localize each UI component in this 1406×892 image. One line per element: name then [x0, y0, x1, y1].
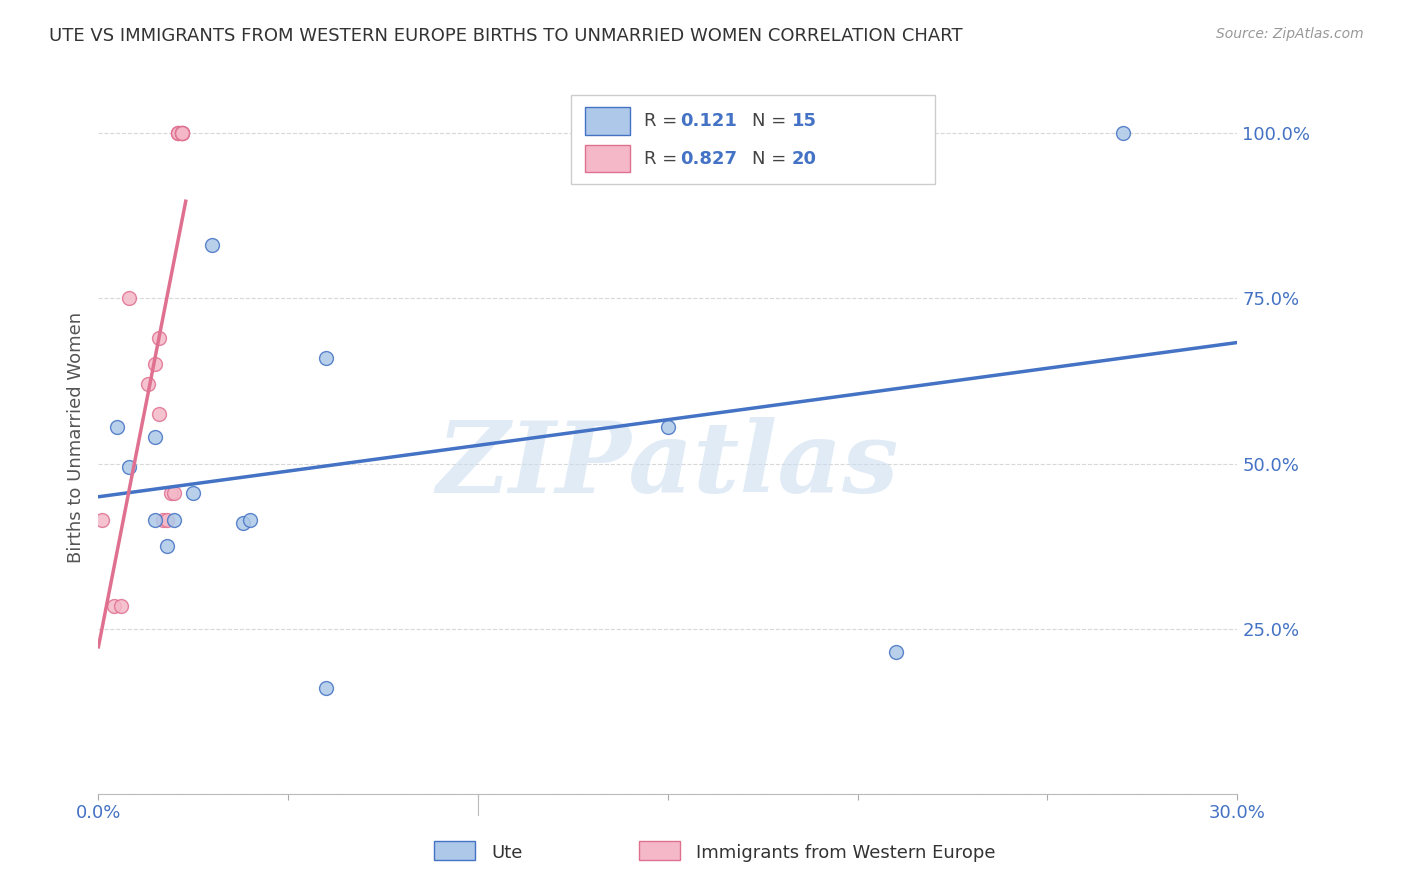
Point	[145, 430, 167, 444]
Y-axis label: Births to Unmarried Women: Births to Unmarried Women	[66, 311, 84, 563]
Point	[148, 407, 170, 421]
Bar	[571, 95, 935, 184]
Point	[170, 126, 193, 140]
Bar	[434, 841, 475, 860]
Text: 0.827: 0.827	[681, 150, 737, 168]
Point	[107, 420, 129, 434]
Point	[91, 513, 114, 527]
Point	[201, 238, 224, 252]
Point	[170, 126, 193, 140]
Point	[167, 126, 190, 140]
Point	[167, 126, 190, 140]
Point	[159, 486, 181, 500]
Point	[884, 645, 907, 659]
Bar	[640, 841, 681, 860]
Point	[1112, 126, 1135, 140]
Bar	[585, 145, 630, 172]
Point	[167, 126, 190, 140]
Point	[110, 599, 132, 613]
Point	[156, 513, 179, 527]
Bar	[585, 107, 630, 135]
Text: ZIPatlas: ZIPatlas	[437, 417, 898, 514]
Point	[183, 486, 205, 500]
Point	[657, 420, 679, 434]
Point	[148, 331, 170, 345]
Point	[118, 291, 141, 305]
Point	[136, 377, 159, 392]
Text: R =: R =	[644, 112, 683, 130]
Point	[170, 126, 193, 140]
Point	[315, 351, 337, 365]
Point	[145, 358, 167, 372]
Point	[239, 513, 262, 527]
Text: 20: 20	[792, 150, 817, 168]
Text: 0.121: 0.121	[681, 112, 737, 130]
Point	[145, 513, 167, 527]
Point	[163, 513, 186, 527]
Text: Ute: Ute	[491, 844, 523, 862]
Point	[118, 459, 141, 474]
Text: UTE VS IMMIGRANTS FROM WESTERN EUROPE BIRTHS TO UNMARRIED WOMEN CORRELATION CHAR: UTE VS IMMIGRANTS FROM WESTERN EUROPE BI…	[49, 27, 963, 45]
Point	[152, 513, 174, 527]
Text: R =: R =	[644, 150, 683, 168]
Point	[170, 126, 193, 140]
Point	[163, 486, 186, 500]
Text: Source: ZipAtlas.com: Source: ZipAtlas.com	[1216, 27, 1364, 41]
Text: Immigrants from Western Europe: Immigrants from Western Europe	[696, 844, 995, 862]
Point	[156, 539, 179, 553]
Text: 15: 15	[792, 112, 817, 130]
Point	[170, 126, 193, 140]
Point	[315, 681, 337, 695]
Point	[103, 599, 125, 613]
Text: N =: N =	[752, 112, 792, 130]
Text: N =: N =	[752, 150, 792, 168]
Point	[232, 516, 254, 530]
